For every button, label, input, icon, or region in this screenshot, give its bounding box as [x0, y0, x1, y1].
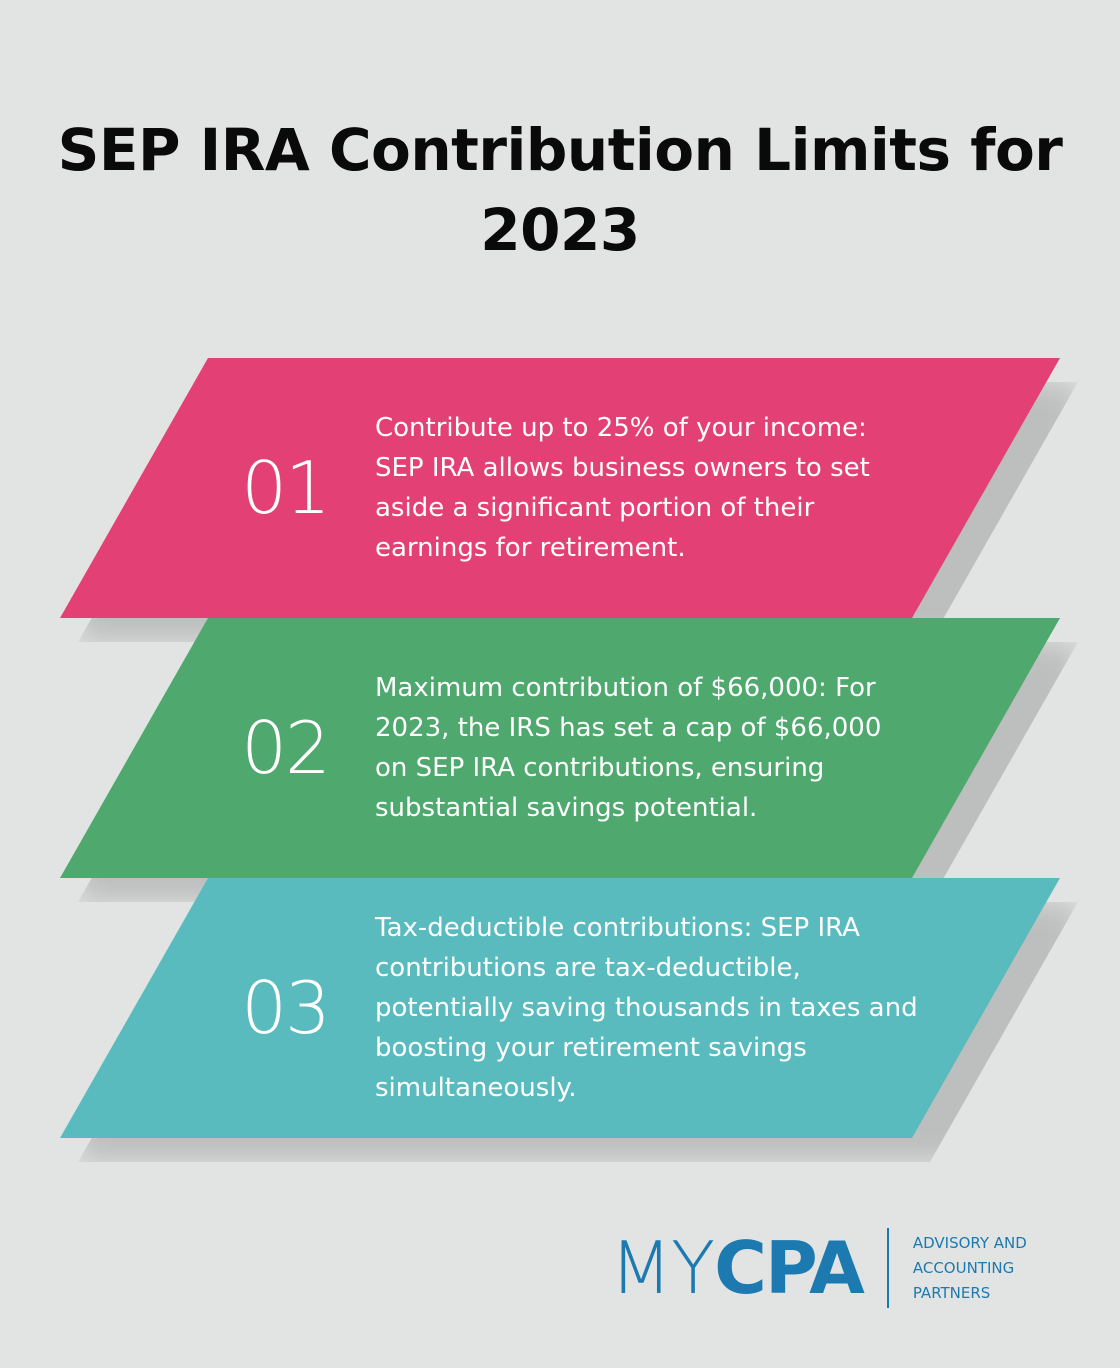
logo-tagline-line-2: ACCOUNTING	[912, 1258, 1015, 1277]
logo-cpa: CPA	[714, 1226, 865, 1310]
item-01-text: Contribute up to 25% of your income: SEP…	[375, 413, 870, 563]
logo-divider	[886, 1228, 889, 1308]
item-02: 02 Maximum contribution of $66,000: For …	[60, 618, 1078, 902]
page-title: SEP IRA Contribution Limits for 2023	[57, 116, 1063, 264]
item-03: 03 Tax-deductible contributions: SEP IRA…	[60, 878, 1078, 1162]
item-03-number: 03	[241, 966, 331, 1050]
mycpa-logo: MY CPA ADVISORY AND ACCOUNTING PARTNERS	[610, 1228, 1027, 1308]
logo-my: MY	[610, 1226, 715, 1310]
logo-tagline-line-1: ADVISORY AND	[912, 1233, 1027, 1252]
item-01-number: 01	[241, 446, 331, 530]
logo-tagline-line-3: PARTNERS	[912, 1283, 991, 1302]
item-01: 01 Contribute up to 25% of your income: …	[60, 358, 1078, 642]
item-02-text: Maximum contribution of $66,000: For 202…	[375, 673, 882, 823]
item-02-number: 02	[241, 706, 331, 790]
item-01-shape	[60, 358, 1060, 618]
item-03-shape	[60, 878, 1060, 1138]
item-03-text: Tax-deductible contributions: SEP IRA co…	[375, 913, 918, 1103]
item-02-shape	[60, 618, 1060, 878]
logo-tagline: ADVISORY AND ACCOUNTING PARTNERS	[913, 1231, 1027, 1306]
